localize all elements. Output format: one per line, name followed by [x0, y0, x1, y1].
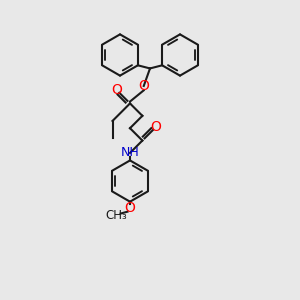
- Text: CH₃: CH₃: [105, 209, 127, 222]
- Text: O: O: [124, 201, 135, 215]
- Text: O: O: [151, 120, 162, 134]
- Text: O: O: [138, 79, 149, 93]
- Text: NH: NH: [121, 146, 140, 159]
- Text: O: O: [111, 83, 122, 97]
